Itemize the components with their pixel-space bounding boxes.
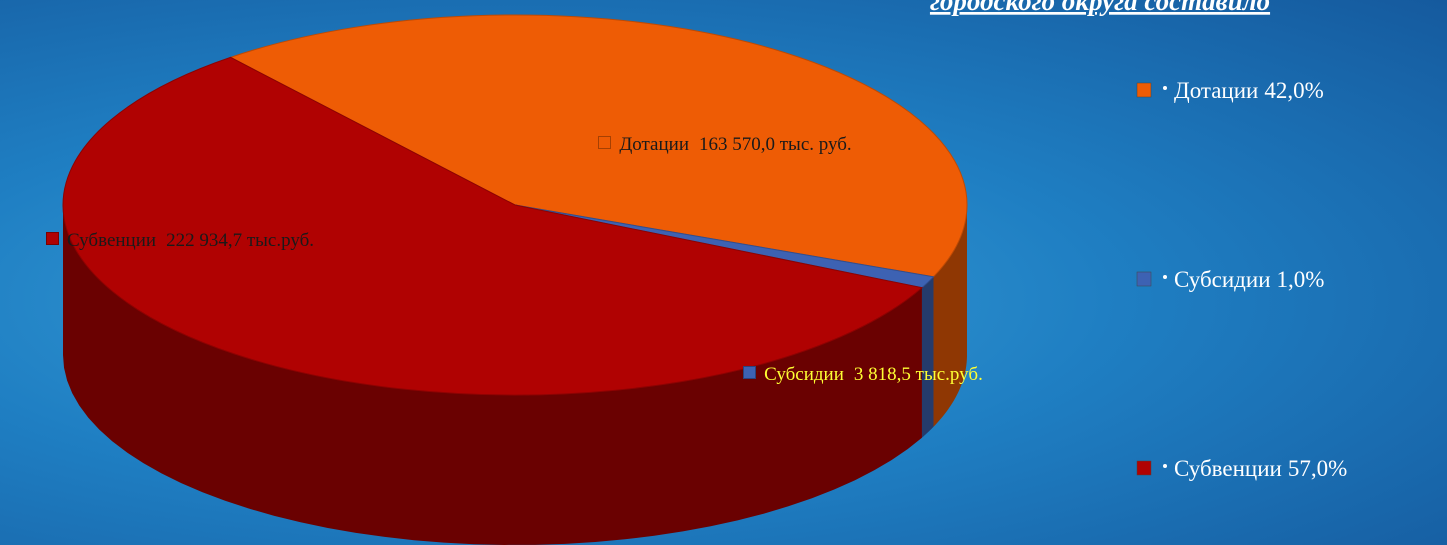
legend-value: 42,0% (1264, 78, 1323, 103)
data-label-swatch (743, 366, 757, 379)
data-label-swatch (45, 232, 59, 245)
slice-side (933, 205, 967, 427)
legend-swatch (1136, 82, 1152, 98)
legend-swatch (1136, 460, 1152, 476)
legend-label: Субвенции 57,0% (1174, 456, 1347, 481)
data-label: Субсидии 3 818,5 тыс.руб. (718, 358, 1008, 392)
legend-category: Субсидии (1174, 267, 1271, 292)
data-label-category: Субвенции (66, 230, 157, 251)
legend-category: Дотации (1174, 78, 1258, 103)
legend: Дотации 42,0% Субсидии 1,0% Субвенции 57,0% (1136, 78, 1347, 481)
chart-title: городского округа составило (930, 0, 1270, 16)
data-label-amount: 222 934,7 тыс.руб. (166, 230, 314, 251)
legend-bullet (1163, 86, 1167, 90)
legend-category: Субвенции (1174, 456, 1282, 481)
pie (62, 14, 968, 545)
slice-side (921, 276, 934, 438)
legend-label: Дотации 42,0% (1174, 78, 1324, 103)
legend-value: 57,0% (1288, 456, 1347, 481)
data-label-category: Субсидии (764, 364, 844, 385)
data-label-swatch (598, 136, 612, 149)
data-label: Дотации 163 570,0 тыс. руб. (550, 128, 900, 162)
legend-value: 1,0% (1277, 267, 1325, 292)
data-label: Субвенции 222 934,7 тыс.руб. (10, 224, 350, 258)
legend-bullet (1163, 464, 1167, 468)
legend-bullet (1163, 275, 1167, 279)
slice (62, 56, 924, 396)
legend-label: Субсидии 1,0% (1174, 267, 1324, 292)
data-label-amount: 163 570,0 тыс. руб. (699, 134, 852, 155)
data-label-amount: 3 818,5 тыс.руб. (853, 364, 983, 385)
data-label-category: Дотации (619, 134, 689, 155)
legend-swatch (1136, 271, 1152, 287)
slice-side (63, 205, 922, 545)
